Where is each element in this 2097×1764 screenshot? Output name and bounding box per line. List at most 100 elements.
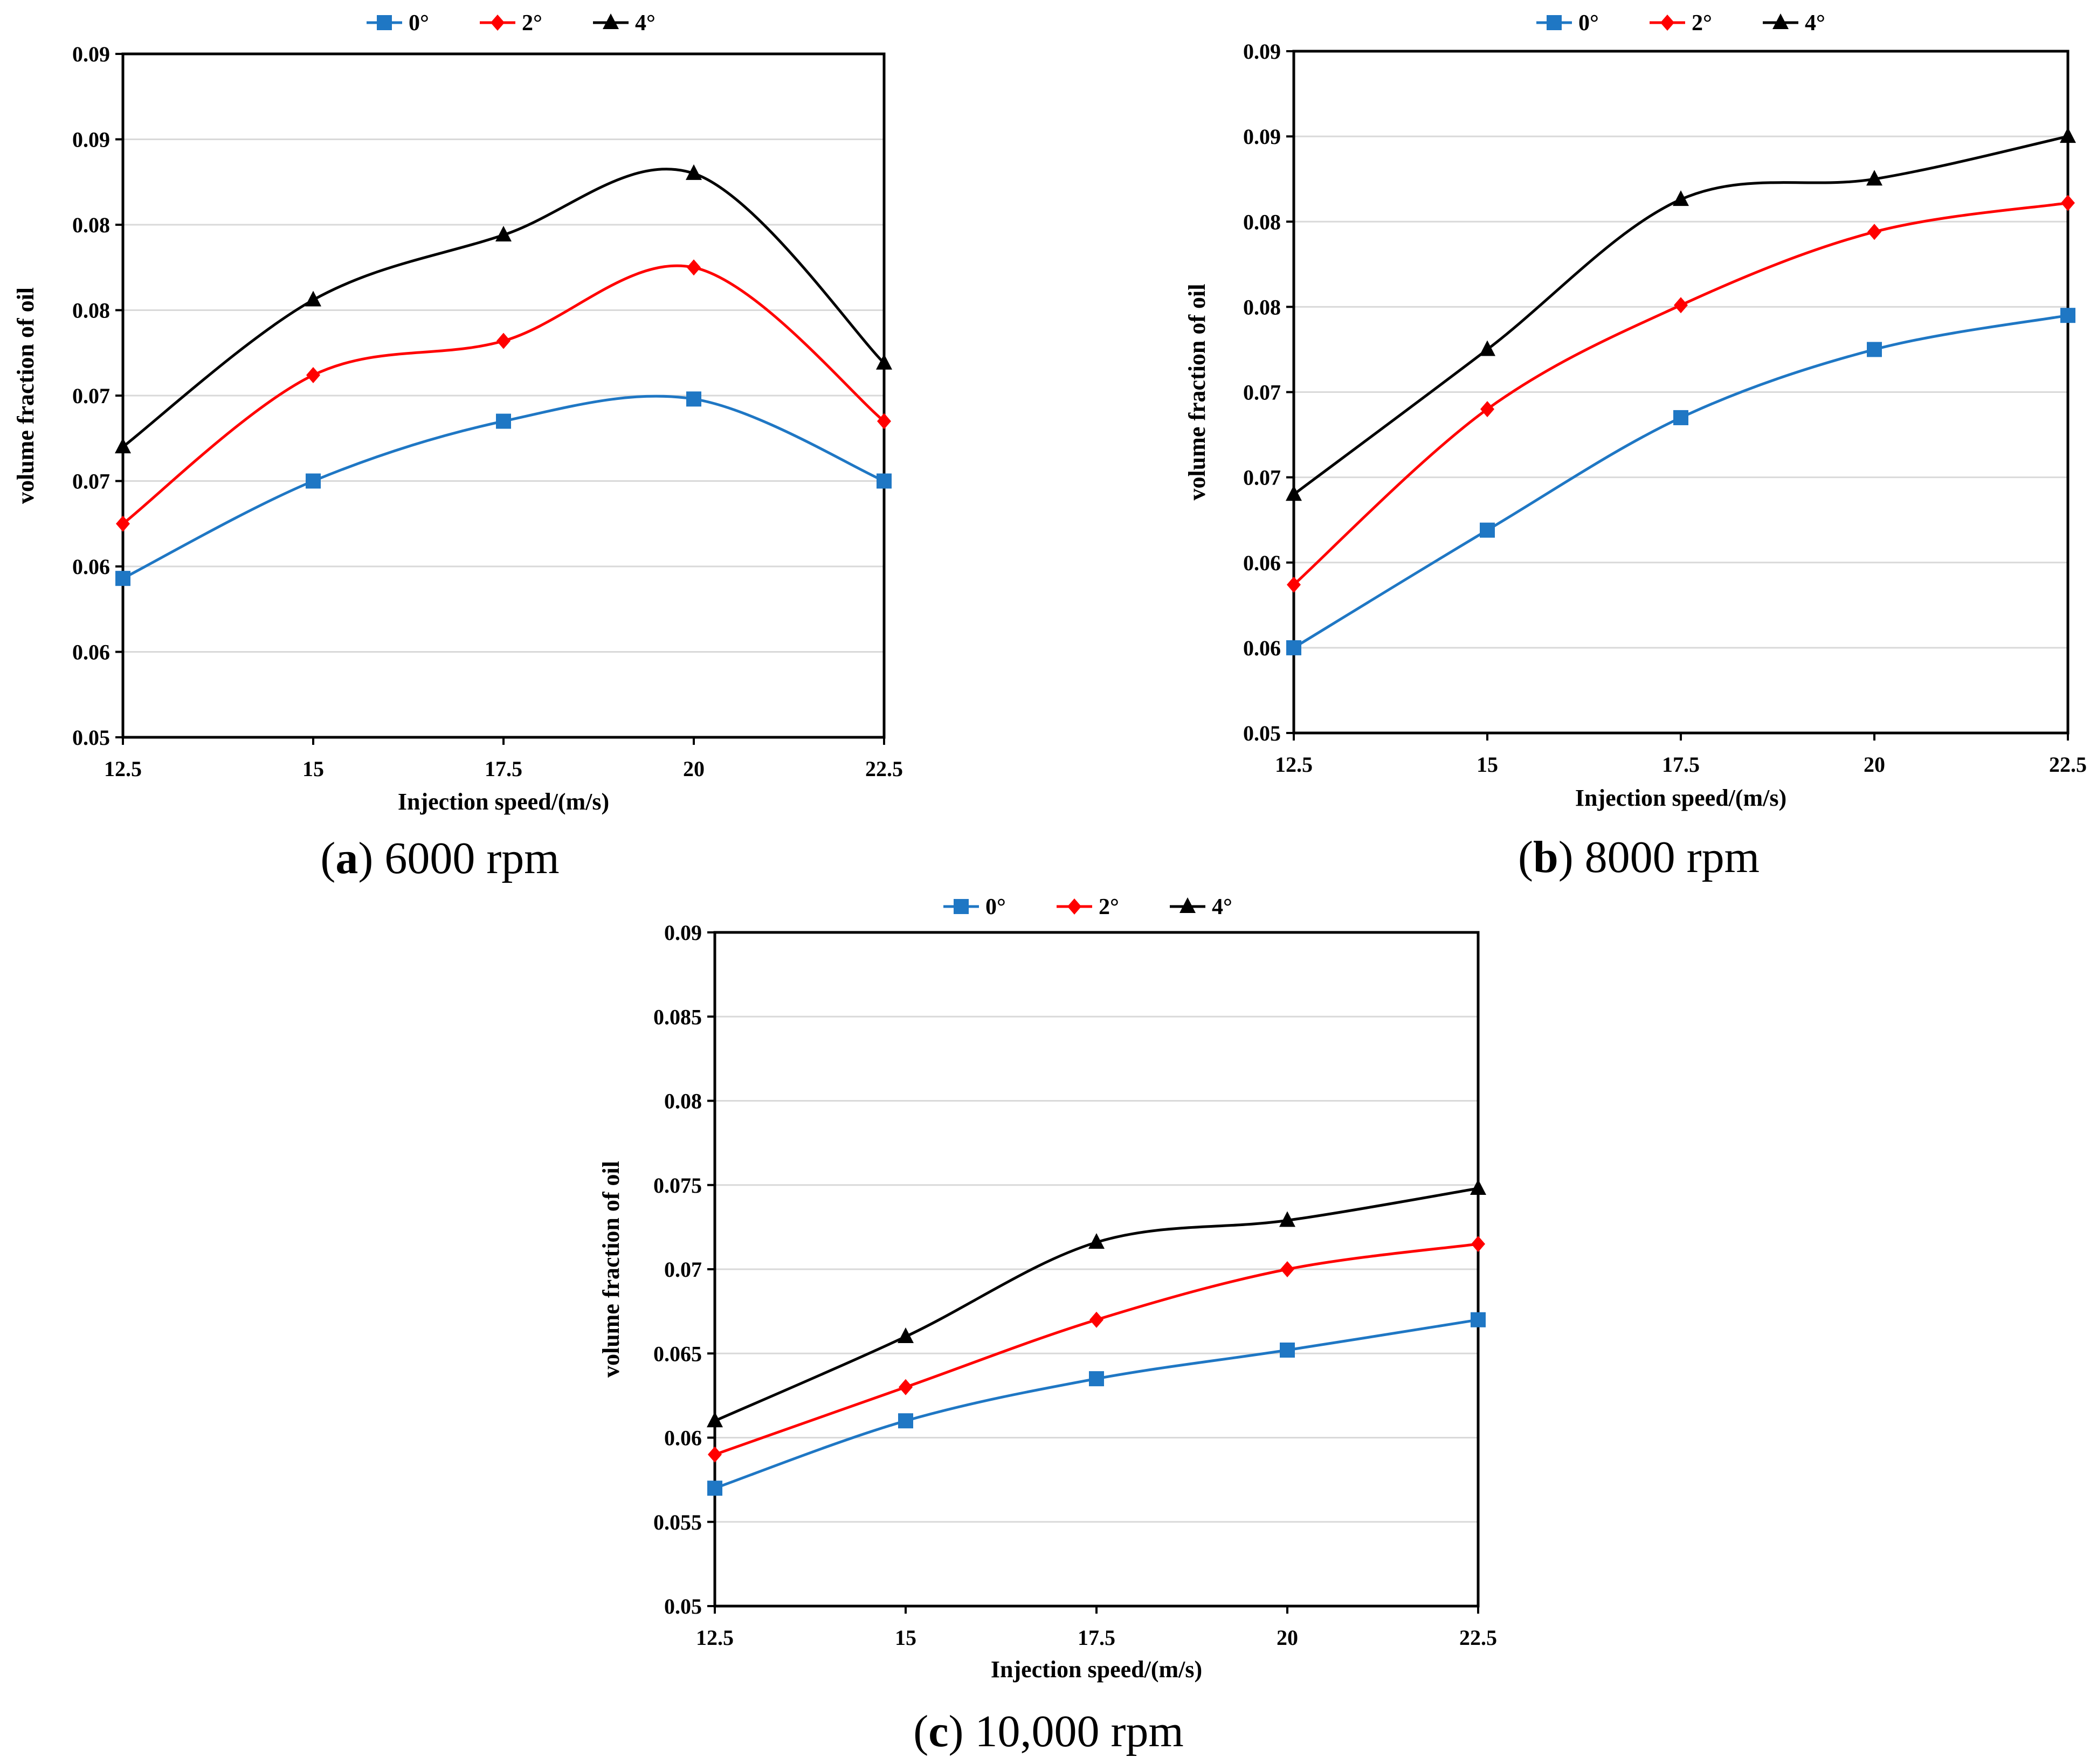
legend-label: 4°: [635, 11, 656, 36]
y-tick-label: 0.07: [72, 469, 110, 494]
series-1: [1287, 195, 2075, 593]
x-tick-label: 17.5: [1662, 752, 1700, 777]
data-point: [686, 164, 702, 180]
y-tick-label: 0.09: [1243, 124, 1281, 149]
data-point: [898, 1413, 913, 1429]
x-tick-label: 20: [1864, 752, 1885, 777]
x-tick-label: 15: [1477, 752, 1498, 777]
data-point: [1471, 1236, 1485, 1253]
x-tick-label: 15: [302, 757, 324, 781]
series-0: [115, 391, 892, 586]
series-line: [714, 1318, 1479, 1490]
series-line: [1293, 314, 2068, 649]
x-tick-label: 12.5: [104, 757, 142, 781]
data-point: [1089, 1371, 1104, 1387]
x-tick-label: 22.5: [865, 757, 903, 781]
y-tick-label: 0.09: [72, 128, 110, 152]
chart-panel-a: 0.05 0.06 0.06 0.07 0.07 0.08 0.08 0.09 0.09 12.5…: [12, 11, 903, 883]
series-0: [1286, 308, 2075, 655]
x-tick-label: 17.5: [1078, 1625, 1115, 1650]
legend-marker: [1772, 13, 1789, 29]
data-point: [1471, 1312, 1486, 1327]
x-axis-title: Injection speed/(m/s): [1575, 785, 1786, 811]
y-tick-label: 0.07: [1243, 466, 1281, 490]
y-tick-label: 0.08: [664, 1089, 702, 1113]
data-point: [877, 413, 891, 430]
legend-marker: [954, 899, 969, 914]
data-point: [708, 1446, 722, 1463]
data-point: [496, 333, 511, 349]
data-point: [306, 366, 320, 383]
data-point: [1867, 224, 1881, 240]
data-point: [686, 391, 701, 407]
legend-marker: [603, 13, 619, 29]
series-line: [122, 264, 885, 525]
caption-paren: (: [913, 1706, 928, 1756]
data-point: [1470, 1179, 1486, 1195]
legend-marker: [1660, 15, 1674, 31]
y-tick-label: 0.06: [72, 640, 110, 665]
data-point: [495, 226, 512, 242]
y-tick-label: 0.09: [72, 42, 110, 66]
legend: 0° 2° 4°: [367, 11, 656, 36]
chart-panel-c: 0.05 0.055 0.06 0.065 0.07 0.075 0.08 0.085 0.09…: [598, 895, 1497, 1756]
series-line: [714, 1242, 1479, 1456]
series-1: [116, 259, 891, 532]
series-line: [1293, 202, 2068, 586]
legend-marker: [377, 15, 392, 30]
data-point: [1480, 522, 1495, 538]
data-point: [1280, 1261, 1294, 1277]
y-tick-label: 0.09: [664, 921, 702, 945]
data-point: [2060, 308, 2075, 323]
y-tick-label: 0.07: [1243, 381, 1281, 405]
y-tick-label: 0.06: [72, 555, 110, 579]
y-axis-title: volume fraction of oil: [1184, 283, 1210, 500]
y-axis-title: volume fraction of oil: [12, 287, 39, 504]
caption-letter: c: [928, 1706, 948, 1756]
data-point: [898, 1327, 914, 1343]
series-1: [708, 1236, 1485, 1463]
caption-letter: b: [1533, 832, 1558, 882]
data-point: [707, 1481, 722, 1496]
legend-label: 4°: [1212, 895, 1232, 919]
series-0: [707, 1312, 1486, 1496]
x-tick-label: 22.5: [2049, 752, 2087, 777]
data-point: [116, 515, 130, 532]
y-tick-label: 0.07: [72, 384, 110, 408]
data-point: [899, 1379, 913, 1395]
legend-marker: [491, 15, 505, 31]
series-2: [1286, 127, 2076, 501]
y-tick-label: 0.05: [1243, 721, 1281, 745]
x-tick-label: 15: [895, 1625, 916, 1650]
y-tick-label: 0.07: [664, 1257, 702, 1282]
caption-letter: a: [335, 833, 358, 883]
data-point: [1674, 297, 1688, 314]
caption-text: ) 6000 rpm: [358, 833, 559, 883]
data-point: [305, 290, 321, 307]
x-tick-label: 12.5: [696, 1625, 734, 1650]
y-tick-label: 0.065: [653, 1341, 702, 1366]
legend-marker: [1179, 897, 1196, 913]
data-point: [496, 413, 511, 429]
data-point: [1866, 170, 1882, 186]
y-tick-label: 0.06: [664, 1426, 702, 1450]
data-point: [1479, 340, 1495, 356]
data-point: [1286, 640, 1301, 655]
series-2: [115, 164, 892, 454]
legend-label: 0°: [1578, 11, 1599, 36]
data-point: [1089, 1311, 1103, 1328]
data-point: [115, 571, 130, 586]
y-tick-label: 0.08: [1243, 210, 1281, 234]
data-point: [1673, 190, 1689, 206]
x-tick-label: 20: [1277, 1625, 1298, 1650]
legend-label: 0°: [985, 895, 1006, 919]
series-line: [122, 168, 885, 448]
data-point: [1673, 410, 1688, 425]
y-tick-label: 0.08: [72, 299, 110, 323]
x-tick-label: 22.5: [1459, 1625, 1497, 1650]
legend-label: 4°: [1805, 11, 1825, 36]
caption-paren: (: [320, 833, 335, 883]
x-axis-title: Injection speed/(m/s): [398, 788, 609, 815]
y-axis-title: volume fraction of oil: [598, 1161, 624, 1378]
legend-marker: [1547, 15, 1562, 30]
